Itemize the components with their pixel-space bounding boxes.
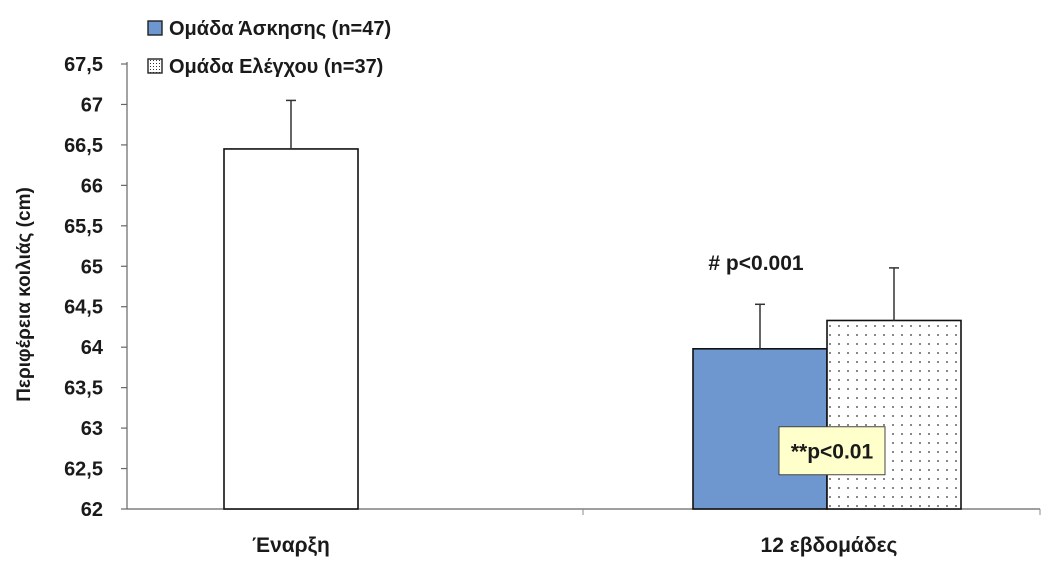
legend-swatch-exercise	[147, 20, 163, 36]
error-bars	[286, 99, 899, 349]
y-tick-label: 64,5	[64, 297, 103, 319]
y-tick-label: 64	[81, 337, 104, 359]
significance-box	[778, 426, 886, 476]
significance-box-label: **p<0.01	[791, 441, 874, 464]
legend-label-exercise: Ομάδα Άσκησης (n=47)	[169, 18, 391, 40]
legend-swatch-control	[147, 58, 163, 74]
legend: Ομάδα Άσκησης (n=47) Ομάδα Ελέγχου (n=37)	[147, 18, 391, 78]
y-tick-label: 62	[81, 499, 103, 521]
y-tick-label: 65	[81, 256, 103, 278]
y-tick-label: 63	[81, 418, 103, 440]
bar-control	[826, 319, 962, 510]
significance-label: # p<0.001	[708, 252, 803, 275]
y-tick-label: 65,5	[64, 216, 103, 238]
x-category-label: 12 εβδομάδες	[761, 534, 898, 557]
y-tick-label: 67	[81, 94, 103, 116]
y-tick-label: 66,5	[64, 135, 103, 157]
y-axis: 62 62,5 63 63,5 64 64,5 65 65,5 66 66,5 67 67,5	[64, 54, 128, 521]
y-tick-label: 66	[81, 175, 103, 197]
y-tick-label: 63,5	[64, 378, 103, 400]
bar-baseline	[223, 148, 359, 510]
y-axis-label: Περιφέρεια κοιλιάς (cm)	[14, 187, 35, 402]
y-tick-label: 67,5	[64, 54, 103, 76]
y-axis-title: Περιφέρεια κοιλιάς (cm)	[14, 187, 35, 402]
legend-label-control: Ομάδα Ελέγχου (n=37)	[169, 56, 383, 78]
annotations: # p<0.001 **p<0.01	[708, 252, 886, 476]
x-category-label: Έναρξη	[252, 534, 330, 557]
x-axis: Έναρξη 12 εβδομάδες	[127, 508, 1041, 557]
y-tick-label: 62,5	[64, 459, 103, 481]
